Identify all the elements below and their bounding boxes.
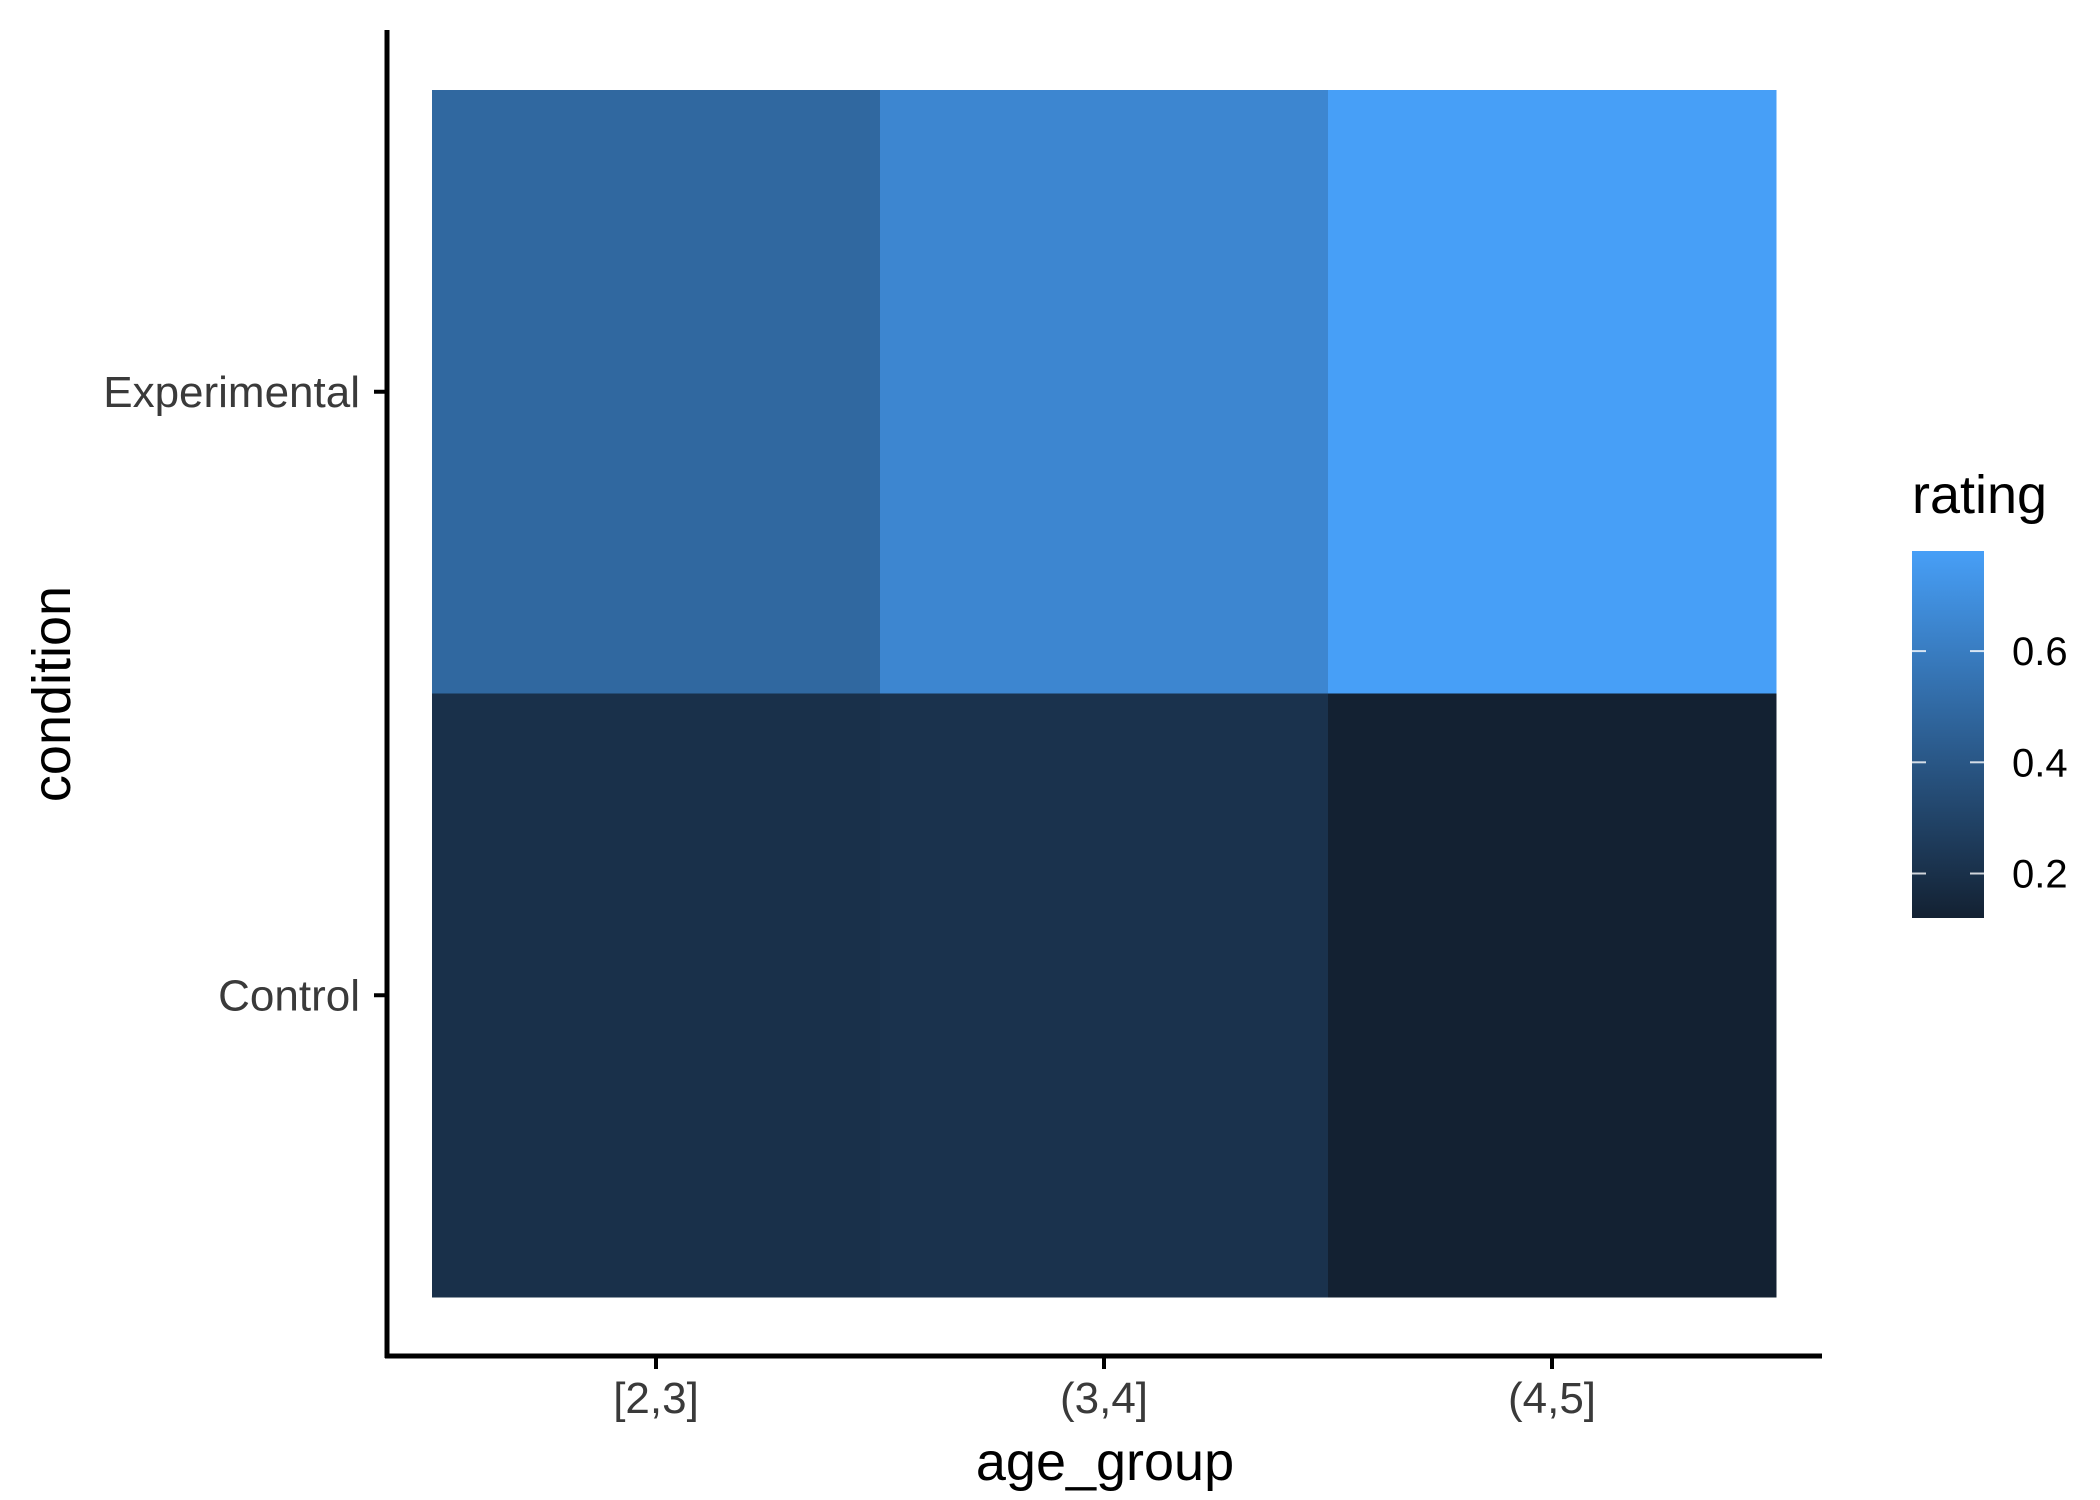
x-tick-label: [2,3]: [613, 1374, 699, 1423]
y-tick-label: Control: [218, 971, 360, 1020]
y-axis-ticks: Control Experimental: [103, 368, 387, 1020]
x-axis-ticks: [2,3] (3,4] (4,5]: [613, 1356, 1596, 1423]
heatmap-cell: [880, 693, 1329, 1298]
legend-colorbar: [1912, 551, 1984, 918]
heatmap-cell: [432, 90, 881, 694]
heatmap-cell: [432, 693, 881, 1298]
y-axis-title: condition: [22, 586, 82, 802]
heatmap-cells: [432, 90, 1777, 1298]
legend: rating 0.2 0.4 0.6: [1912, 465, 2068, 918]
legend-title: rating: [1912, 465, 2047, 525]
legend-ticks: 0.2 0.4 0.6: [1912, 630, 2068, 897]
x-tick-label: (3,4]: [1060, 1374, 1148, 1423]
x-axis-title: age_group: [976, 1432, 1234, 1492]
legend-tick-label: 0.6: [2012, 630, 2068, 674]
heatmap-cell: [1328, 90, 1777, 694]
x-tick-label: (4,5]: [1508, 1374, 1596, 1423]
legend-tick-label: 0.4: [2012, 741, 2068, 785]
heatmap-cell: [880, 90, 1329, 694]
legend-tick-label: 0.2: [2012, 853, 2068, 897]
heatmap-cell: [1328, 693, 1777, 1298]
y-tick-label: Experimental: [103, 368, 360, 417]
